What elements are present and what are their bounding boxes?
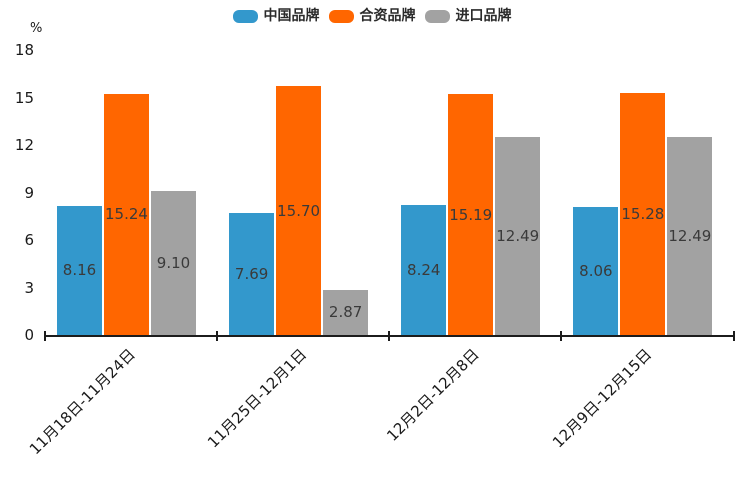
y-axis-tick-label: 9 [24, 183, 34, 202]
legend-item-import-brand[interactable]: 进口品牌 [424, 8, 512, 24]
x-axis-tick [216, 331, 219, 341]
bar-合资品牌-12月2日-12月8日 [448, 94, 494, 335]
y-axis-tick-label: 12 [14, 136, 34, 154]
bar-value-label: 15.28 [621, 205, 665, 224]
x-axis-category-label: 11月25日-12月1日 [204, 345, 311, 452]
y-axis-tick-label: 18 [14, 41, 34, 59]
x-axis-category-label: 12月9日-12月15日 [548, 345, 655, 452]
legend-swatch-import-brand [424, 9, 450, 23]
x-axis-tick [44, 331, 46, 341]
bar-中国品牌-12月2日-12月8日 [401, 204, 447, 335]
bar-中国品牌-12月9日-12月15日 [573, 207, 619, 335]
bar-value-label: 2.87 [328, 303, 363, 322]
legend-swatch-joint-venture-brand [328, 9, 354, 23]
bar-value-label: 12.49 [496, 227, 540, 246]
legend-label-joint-venture-brand: 合资品牌 [359, 8, 416, 24]
bar-中国品牌-11月25日-12月1日 [229, 213, 275, 335]
bar-value-label: 9.10 [156, 253, 191, 272]
legend-item-china-brand[interactable]: 中国品牌 [232, 8, 320, 24]
y-axis-tick-label: 3 [24, 278, 34, 297]
bar-value-label: 15.19 [449, 205, 493, 224]
x-axis-tick [732, 331, 735, 341]
legend-label-china-brand: 中国品牌 [263, 8, 320, 24]
y-axis-tick-label: 6 [24, 231, 34, 249]
bar-合资品牌-12月9日-12月15日 [620, 93, 666, 335]
x-axis-category-label: 12月2日-12月8日 [383, 345, 483, 445]
bar-进口品牌-12月9日-12月15日 [667, 137, 713, 335]
x-axis-category-label: 11月18日-11月24日 [25, 345, 139, 459]
x-axis-tick [388, 331, 391, 341]
bar-合资品牌-11月18日-11月24日 [104, 93, 149, 335]
bar-进口品牌-11月25日-12月1日 [323, 289, 369, 335]
bar-value-label: 12.49 [668, 227, 712, 246]
bar-进口品牌-11月18日-11月24日 [151, 190, 196, 335]
y-axis-unit-label: % [30, 21, 43, 36]
bar-合资品牌-11月25日-12月1日 [276, 86, 322, 335]
y-axis-tick-label: 0 [24, 326, 34, 344]
bar-value-label: 8.16 [62, 261, 97, 280]
legend-swatch-china-brand [232, 9, 258, 23]
bar-value-label: 8.24 [407, 260, 441, 279]
chart-legend: 中国品牌 合资品牌 进口品牌 [0, 8, 744, 24]
bar-value-label: 7.69 [234, 265, 269, 284]
bar-中国品牌-11月18日-11月24日 [57, 205, 102, 335]
legend-item-joint-venture-brand[interactable]: 合资品牌 [328, 8, 416, 24]
bar-value-label: 15.70 [277, 201, 321, 220]
y-axis-tick-label: 15 [14, 88, 34, 107]
bar-value-label: 15.24 [105, 205, 148, 224]
bar-进口品牌-12月2日-12月8日 [495, 137, 541, 335]
bar-value-label: 8.06 [579, 262, 613, 281]
x-axis-tick [560, 331, 563, 341]
legend-label-import-brand: 进口品牌 [455, 8, 512, 24]
